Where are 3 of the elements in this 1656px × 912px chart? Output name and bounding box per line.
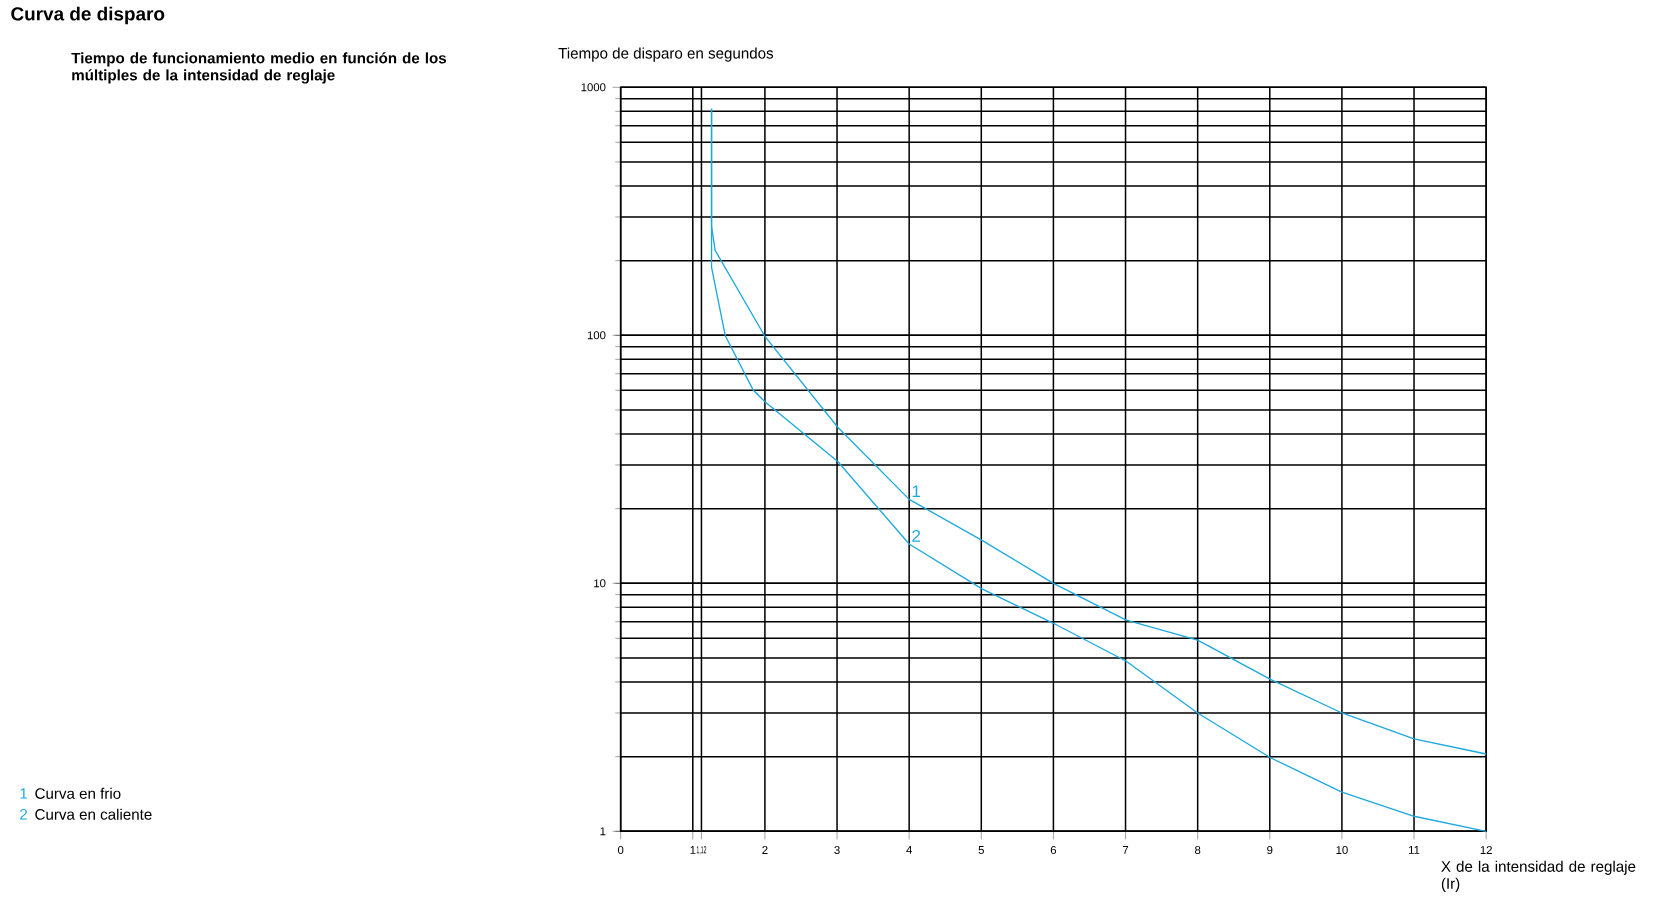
series-label: 1: [912, 485, 921, 498]
text: Curva de disparo: [11, 7, 165, 25]
series-label: 2: [912, 530, 921, 543]
